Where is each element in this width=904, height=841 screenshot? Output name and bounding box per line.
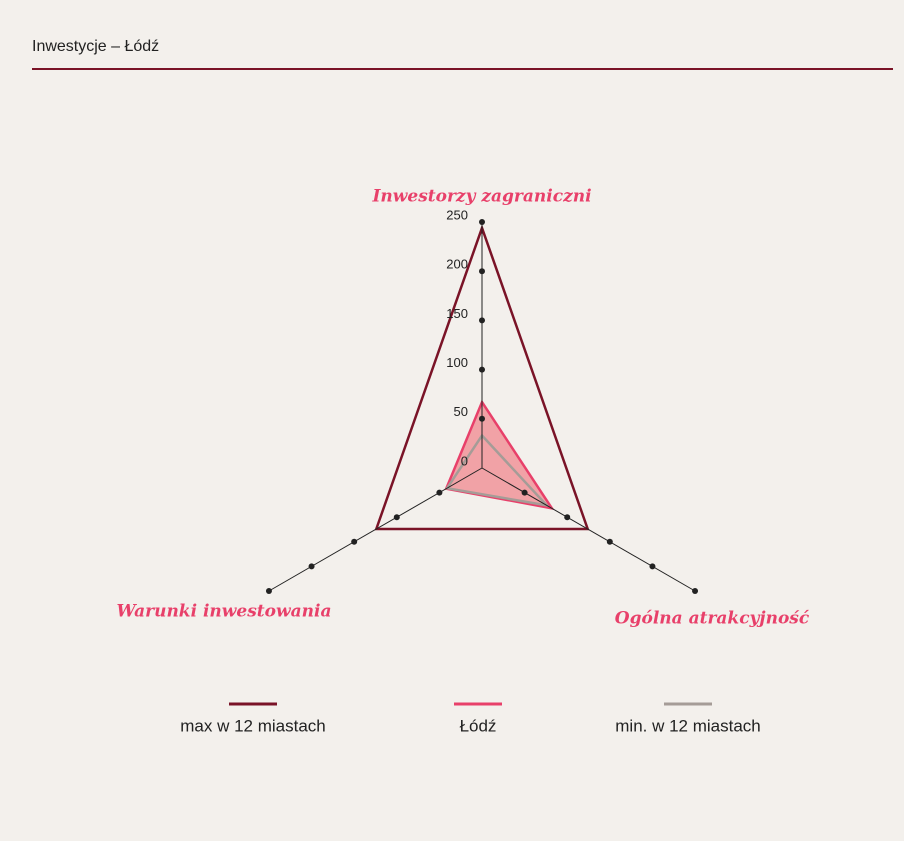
legend-label: max w 12 miastach xyxy=(180,716,326,735)
tick-dot xyxy=(479,366,485,373)
axis-line xyxy=(268,467,483,592)
legend-label: Łódź xyxy=(460,716,497,735)
tick-dot xyxy=(351,538,358,545)
r-tick-label: 200 xyxy=(446,257,468,272)
tick-dot xyxy=(692,588,699,594)
r-tick-label: 250 xyxy=(446,207,468,222)
axis-category-label: Inwestorzy zagraniczni xyxy=(371,187,591,207)
r-tick-label: 100 xyxy=(446,355,468,370)
tick-dot xyxy=(436,489,443,496)
series-polygon xyxy=(445,433,551,508)
axis-category-label: Warunki inwestowania xyxy=(117,602,332,622)
tick-dot xyxy=(564,514,571,521)
series-polygon xyxy=(374,224,590,531)
tick-dot xyxy=(479,415,485,422)
tick-dot xyxy=(393,514,400,521)
tick-dot xyxy=(521,489,528,496)
tick-dot xyxy=(649,563,656,570)
axis-category-label: Ogólna atrakcyjność xyxy=(615,609,810,629)
tick-dot xyxy=(606,538,613,545)
tick-dot xyxy=(479,219,485,225)
tick-dot xyxy=(308,563,315,570)
tick-dot xyxy=(479,268,485,275)
r-tick-label: 150 xyxy=(446,306,468,321)
tick-dot xyxy=(265,588,272,594)
tick-dot xyxy=(479,317,485,324)
axis-line xyxy=(481,467,696,592)
chart-title: Inwestycje – Łódź xyxy=(32,38,159,55)
r-tick-label: 0 xyxy=(461,453,468,468)
r-tick-label: 50 xyxy=(454,404,468,419)
legend-label: min. w 12 miastach xyxy=(615,716,761,735)
